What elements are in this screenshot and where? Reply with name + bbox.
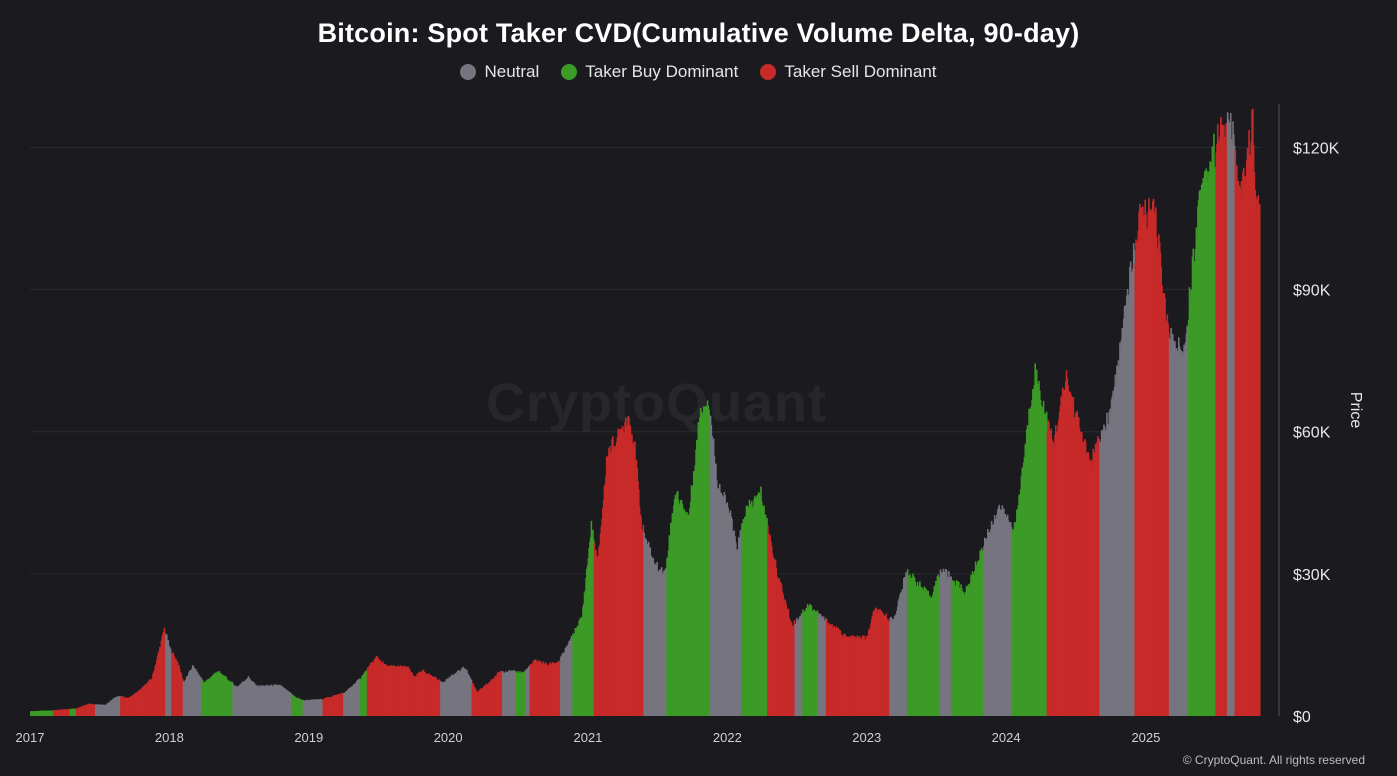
chart-legend: Neutral Taker Buy Dominant Taker Sell Do… [0,62,1397,82]
x-tick-label: 2023 [852,730,881,745]
watermark: CryptoQuant [486,373,827,433]
x-tick-label: 2020 [434,730,463,745]
chart-title: Bitcoin: Spot Taker CVD(Cumulative Volum… [317,18,1080,48]
x-tick-label: 2018 [155,730,184,745]
price-bar [1258,204,1261,716]
legend-item-taker-sell[interactable]: Taker Sell Dominant [760,62,937,82]
y-axis-title: Price [1347,392,1364,429]
legend-swatch-taker-buy [561,64,578,80]
x-tick-label: 2022 [713,730,742,745]
y-tick-label: $30K [1293,567,1331,584]
x-tick-label: 2021 [573,730,602,745]
legend-swatch-taker-sell [760,64,777,80]
x-tick-label: 2025 [1131,730,1160,745]
x-tick-label: 2017 [16,730,45,745]
legend-label-taker-buy: Taker Buy Dominant [585,62,739,81]
legend-item-taker-buy[interactable]: Taker Buy Dominant [561,62,738,82]
legend-label-taker-sell: Taker Sell Dominant [784,62,937,81]
y-tick-label: $120K [1293,140,1340,157]
y-tick-label: $60K [1293,425,1331,442]
legend-item-neutral[interactable]: Neutral [460,62,539,82]
x-tick-label: 2024 [992,730,1021,745]
x-tick-label: 2019 [294,730,323,745]
y-tick-label: $0 [1293,709,1311,726]
copyright-notice: © CryptoQuant. All rights reserved [1182,753,1365,767]
y-tick-label: $90K [1293,283,1331,300]
legend-label-neutral: Neutral [484,62,540,81]
legend-swatch-neutral [460,64,477,80]
